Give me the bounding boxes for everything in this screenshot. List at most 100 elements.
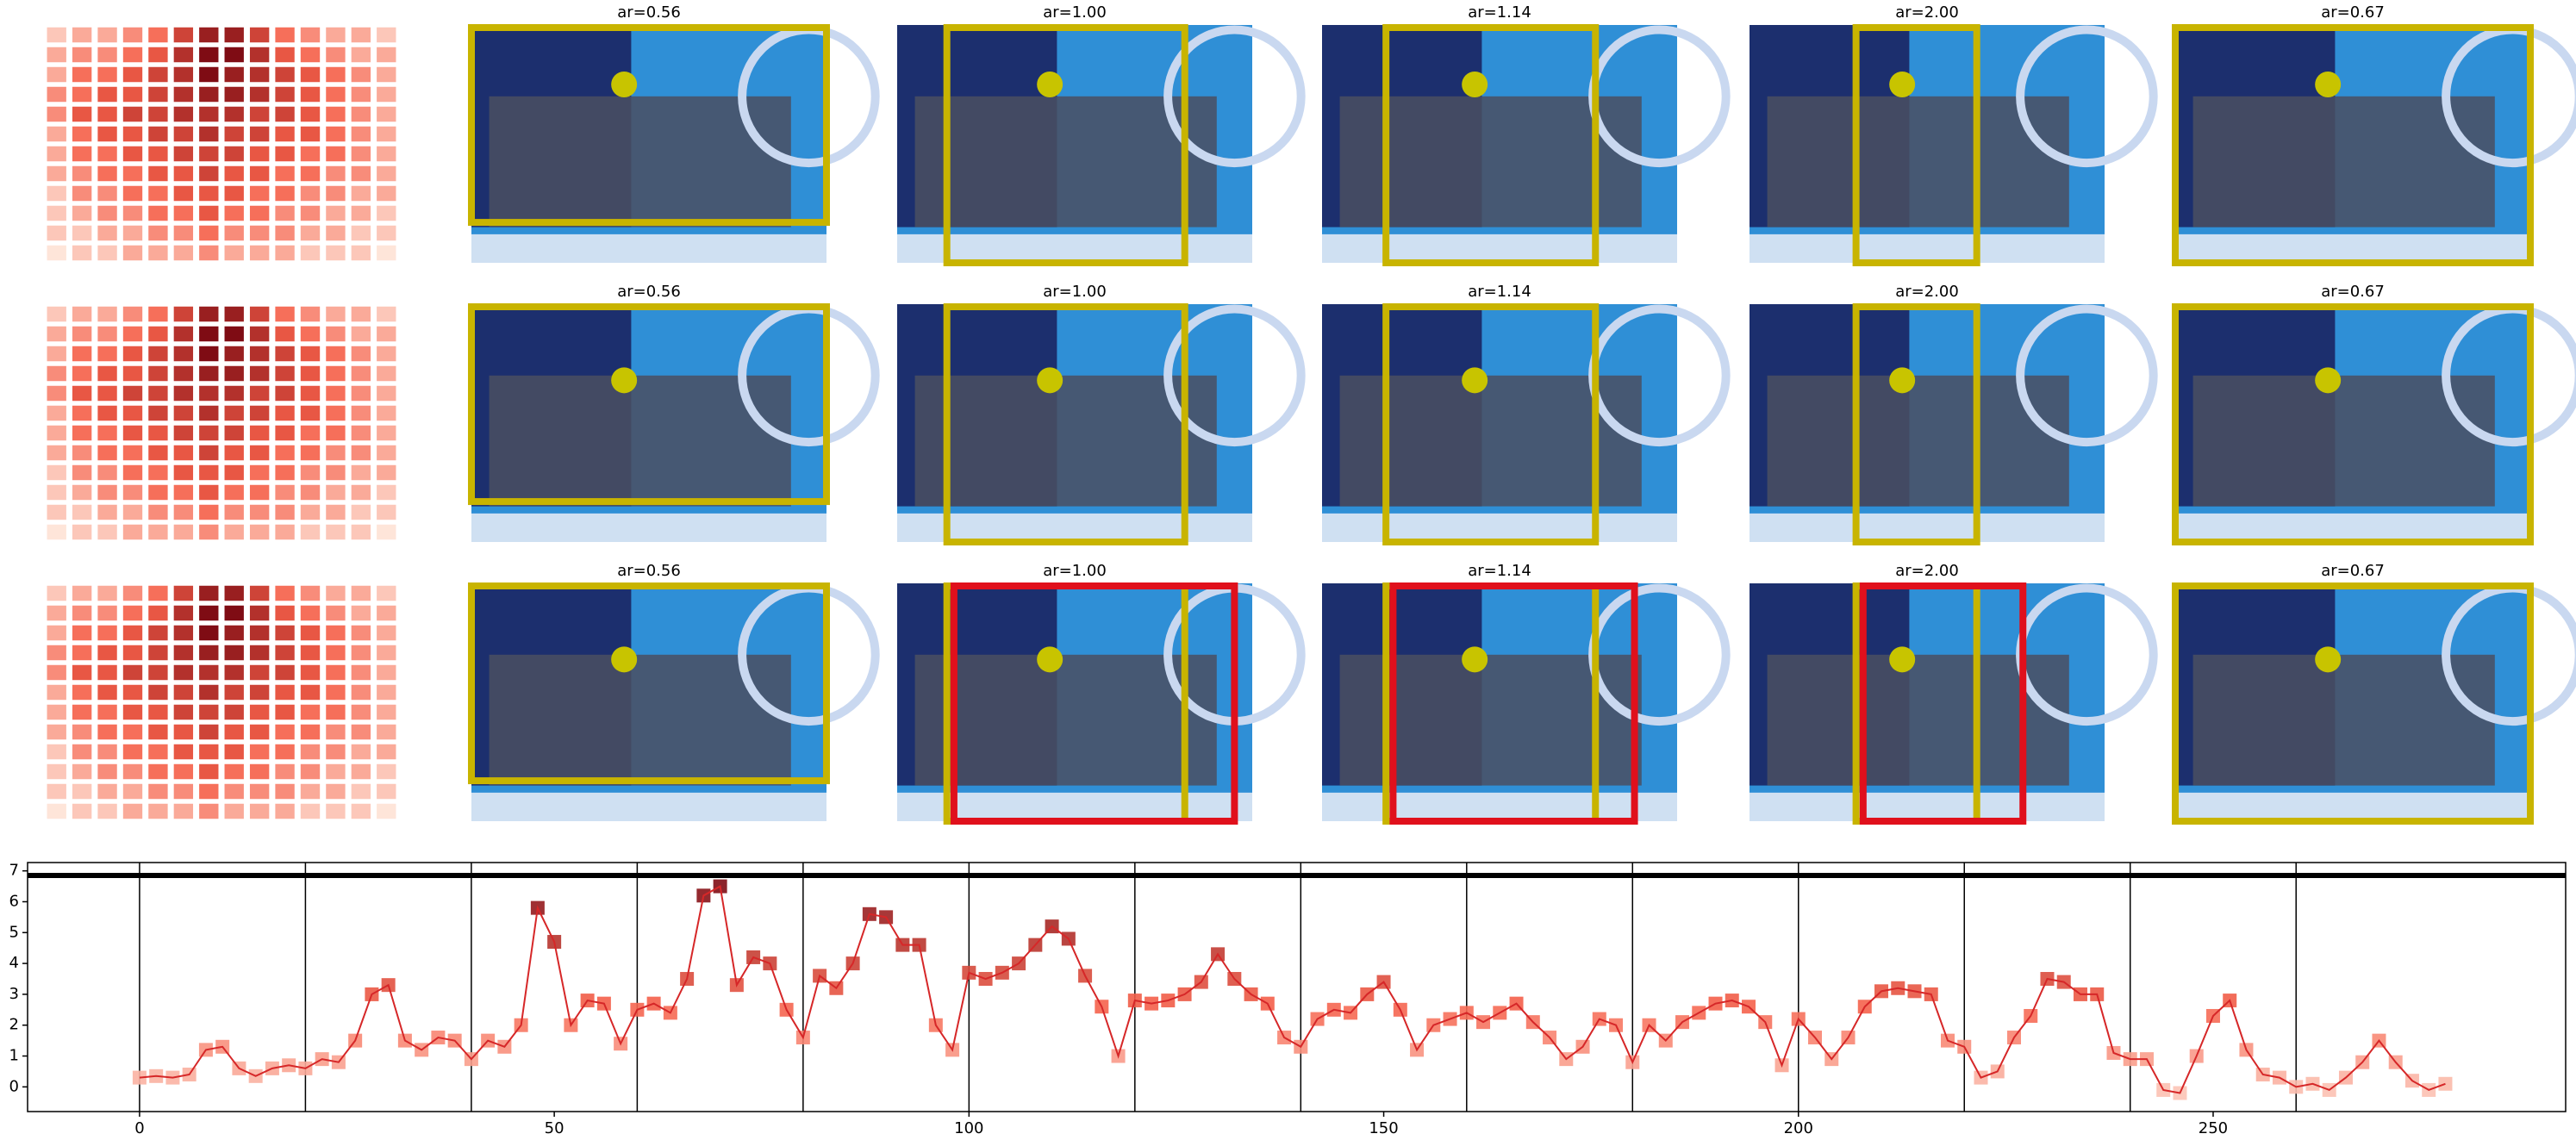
heatmap-cell (122, 405, 143, 421)
heatmap-cell (97, 27, 117, 43)
heatmap-cell (249, 185, 270, 202)
heatmap-cell (300, 66, 321, 83)
red-box (1859, 582, 2027, 825)
heatmap-cell (173, 803, 194, 819)
heatmap-cell (47, 306, 66, 322)
heatmap-cell (148, 146, 168, 162)
y-tick-label: 2 (9, 1016, 19, 1034)
heatmap-cell (224, 165, 244, 182)
heatmap-cell (275, 185, 295, 202)
heatmap-cell (199, 605, 219, 621)
heatmap-cell (173, 326, 194, 342)
heatmap-cell (377, 625, 396, 641)
heatmap-cell (300, 306, 321, 322)
heatmap-cell (377, 27, 396, 43)
heatmap-cell (300, 445, 321, 461)
heatmap-cell (97, 205, 117, 221)
heatmap-cell (47, 783, 66, 800)
heatmap-cell (351, 146, 371, 162)
heatmap-cell (47, 763, 66, 780)
heatmap-cell (249, 585, 270, 601)
heatmap-cell (122, 724, 143, 740)
photo-people (489, 375, 791, 507)
heatmap-cell (97, 165, 117, 182)
focus-dot (1889, 367, 1916, 394)
heatmap-cell (300, 684, 321, 701)
heatmap-cell (326, 146, 346, 162)
heatmap-cell (47, 445, 66, 461)
heatmap-cell (199, 625, 219, 641)
x-tick-label: 200 (1784, 1119, 1813, 1137)
heatmap-cell (224, 185, 244, 202)
photo-people (914, 375, 1217, 507)
heatmap-cell (122, 245, 143, 261)
photo-people (1339, 96, 1642, 227)
heatmap-cell (173, 585, 194, 601)
heatmap-cell (173, 484, 194, 501)
heatmap-cell (377, 86, 396, 103)
heatmap-cell (47, 704, 66, 720)
heatmap-cell (249, 425, 270, 441)
heatmap-cell (199, 326, 219, 342)
photo-floor (471, 513, 826, 542)
heatmap-cell (351, 385, 371, 402)
heatmap-cell (97, 803, 117, 819)
heatmap-cell (300, 763, 321, 780)
heatmap-cell (173, 425, 194, 441)
heatmap-cell (148, 763, 168, 780)
heatmap-cell (47, 86, 66, 103)
heatmap-cell (47, 346, 66, 362)
heatmap-cell (72, 225, 92, 241)
heatmap-cell (326, 664, 346, 681)
heatmap-cell (224, 585, 244, 601)
crop-box (2172, 303, 2534, 545)
heatmap-cell (72, 744, 92, 760)
heatmap-cell (275, 106, 295, 122)
heatmap-cell (148, 464, 168, 481)
heatmap-cell (148, 585, 168, 601)
heatmap-cell (199, 464, 219, 481)
heatmap-cell (199, 684, 219, 701)
heatmap-cell (199, 126, 219, 142)
heatmap-cell (351, 664, 371, 681)
heatmap-cell (377, 126, 396, 142)
crop-box (1382, 24, 1600, 266)
heatmap-cell (224, 385, 244, 402)
heatmap-cell (148, 504, 168, 520)
heatmap-cell (122, 27, 143, 43)
heatmap-cell (148, 744, 168, 760)
heatmap-cell (224, 245, 244, 261)
heatmap-cell (148, 724, 168, 740)
crop-box (1382, 303, 1600, 545)
heatmap-cell (97, 585, 117, 601)
heatmap-cell (97, 425, 117, 441)
heatmap-cell (148, 306, 168, 322)
heatmap-cell (275, 524, 295, 540)
heatmap-cell (148, 645, 168, 661)
heatmap-cell (47, 744, 66, 760)
heatmap-cell (173, 445, 194, 461)
heatmap-cell (351, 445, 371, 461)
heatmap-cell (224, 27, 244, 43)
heatmap-cell (300, 146, 321, 162)
heatmap-cell (199, 484, 219, 501)
heatmap-cell (249, 763, 270, 780)
panel-title: ar=1.14 (1468, 3, 1531, 22)
heatmap-cell (351, 225, 371, 241)
heatmap-cell (199, 405, 219, 421)
heatmap-cell (377, 66, 396, 83)
red-box (950, 582, 1238, 825)
heatmap-cell (224, 146, 244, 162)
heatmap-cell (173, 645, 194, 661)
heatmap-cell (249, 484, 270, 501)
heatmap-cell (275, 165, 295, 182)
heatmap-cell (351, 484, 371, 501)
heatmap-cell (173, 405, 194, 421)
heatmap-cell (148, 704, 168, 720)
heatmap-cell (122, 585, 143, 601)
heatmap-cell (199, 783, 219, 800)
photo-ring (1163, 25, 1306, 168)
heatmap-cell (377, 585, 396, 601)
heatmap-cell (72, 306, 92, 322)
crop-box (1852, 24, 1980, 266)
